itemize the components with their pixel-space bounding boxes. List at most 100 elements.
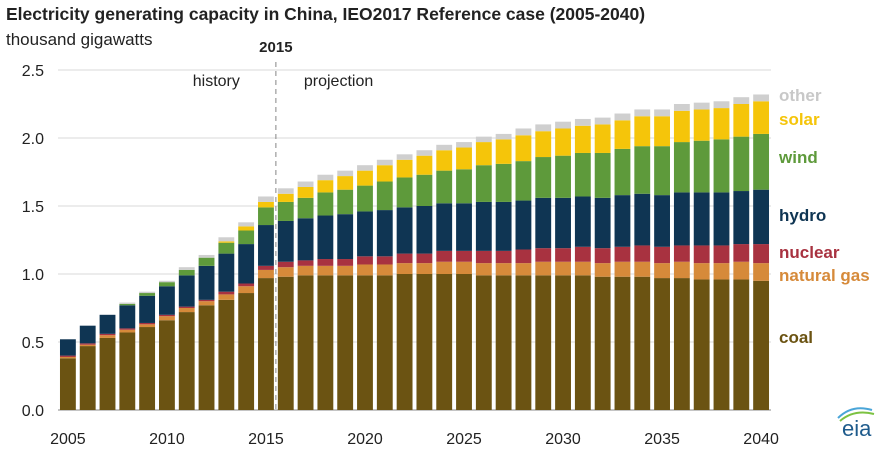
gridlines: [58, 69, 771, 411]
bar-segment-coal: [555, 275, 571, 410]
bar-segment-natural-gas: [337, 265, 354, 276]
bar-segment-other: [376, 159, 393, 166]
bar-segment-nuclear: [436, 250, 453, 262]
bar-segment-hydro: [277, 220, 294, 262]
bar-segment-natural-gas: [456, 261, 472, 274]
bar-segment-solar: [555, 128, 571, 156]
eia-logo: eia: [837, 407, 875, 440]
bar-segment-other: [277, 188, 294, 194]
bar-segment-hydro: [317, 215, 334, 260]
bar-segment-coal: [297, 275, 314, 410]
bar-segment-other: [654, 109, 670, 117]
y-axis-ticks: 0.0 0.5 1.0 1.5 2.0 2.5: [22, 63, 44, 420]
bar-segment-solar: [396, 159, 413, 178]
bar-segment-natural-gas: [634, 261, 651, 277]
bar-segment-coal: [99, 337, 116, 410]
bar-segment-solar: [277, 193, 294, 202]
x-axis-ticks: 2005 2010 2015 2020 2025 2030 2035 2040: [50, 431, 779, 448]
bar-segment-hydro: [614, 195, 631, 247]
bar-segment-wind: [416, 174, 433, 206]
bar-segment-other: [535, 124, 552, 132]
bar-segment-wind: [654, 146, 670, 196]
x-tick-label: 2015: [248, 431, 284, 448]
bar-segment-coal: [119, 332, 136, 410]
bar-segment-wind: [594, 152, 611, 198]
bar-segment-wind: [673, 142, 690, 193]
bar-segment-natural-gas: [357, 264, 373, 276]
bar-segment-hydro: [634, 193, 651, 246]
bar-segment-wind: [693, 140, 710, 193]
bar-segment-coal: [713, 279, 730, 410]
bar-segment-natural-gas: [376, 264, 393, 276]
bar-segment-natural-gas: [79, 344, 96, 347]
bar-segment-coal: [475, 275, 492, 410]
bar-segment-coal: [693, 279, 710, 410]
bar-segment-coal: [456, 274, 472, 410]
bar-segment-natural-gas: [495, 263, 512, 276]
bar-segment-wind: [119, 303, 136, 306]
bar-segment-wind: [337, 189, 354, 215]
bar-segment-wind: [357, 185, 373, 212]
bar-segment-wind: [159, 282, 175, 287]
bar-segment-solar: [456, 147, 472, 170]
bar-segment-hydro: [535, 197, 552, 249]
bar-segment-nuclear: [99, 333, 116, 336]
bar-segment-natural-gas: [436, 261, 453, 274]
bar-segment-coal: [238, 293, 255, 410]
bar-segment-coal: [59, 358, 76, 410]
bar-segment-wind: [555, 155, 571, 198]
legend-label-wind: wind: [778, 148, 818, 167]
bar-segment-hydro: [198, 265, 215, 300]
bar-segment-other: [475, 136, 492, 143]
bar-segment-natural-gas: [654, 263, 670, 279]
bar-segment-hydro: [119, 305, 136, 329]
bar-segment-natural-gas: [258, 269, 274, 279]
bar-segment-solar: [258, 201, 274, 208]
bar-segment-hydro: [178, 275, 195, 307]
bar-segment-hydro: [159, 286, 175, 315]
bar-segment-natural-gas: [198, 301, 215, 306]
bar-segment-coal: [594, 276, 611, 410]
bar-segment-nuclear: [475, 250, 492, 264]
bar-segment-other: [119, 302, 136, 304]
bar-segment-hydro: [258, 225, 274, 266]
history-projection-marker: 2015 history projection: [193, 39, 373, 410]
bar-segment-hydro: [59, 339, 76, 356]
bar-segment-coal: [396, 274, 413, 410]
bar-segment-coal: [416, 274, 433, 410]
x-tick-label: 2035: [644, 431, 680, 448]
bar-segment-natural-gas: [713, 263, 730, 280]
bar-segment-solar: [357, 170, 373, 186]
bar-segment-nuclear: [713, 245, 730, 264]
y-tick-label: 2.5: [22, 63, 44, 80]
bar-segment-natural-gas: [218, 294, 235, 300]
bar-segment-hydro: [475, 201, 492, 251]
bar-segment-natural-gas: [317, 265, 334, 276]
logo-arc2-icon: [839, 411, 875, 422]
bar-segment-wind: [515, 161, 532, 201]
y-tick-label: 0.5: [22, 335, 44, 352]
bar-segment-wind: [574, 152, 591, 197]
bar-segment-solar: [515, 135, 532, 162]
x-tick-label: 2025: [446, 431, 482, 448]
bar-segment-coal: [495, 275, 512, 410]
bar-segment-coal: [614, 276, 631, 410]
bar-segment-wind: [396, 177, 413, 208]
bar-segment-solar: [376, 165, 393, 182]
bar-segment-coal: [733, 279, 750, 410]
bar-segment-wind: [376, 181, 393, 211]
bar-segment-other: [634, 109, 651, 117]
bar-segment-hydro: [733, 191, 750, 245]
bar-segment-nuclear: [535, 248, 552, 262]
bar-segment-nuclear: [258, 265, 274, 270]
legend: other solar wind hydro nuclear natural gas coa…: [778, 86, 870, 347]
bar-segment-coal: [535, 275, 552, 410]
legend-label-other: other: [779, 86, 822, 105]
bar-segment-natural-gas: [574, 261, 591, 276]
bar-segment-natural-gas: [614, 261, 631, 277]
bar-segment-nuclear: [317, 259, 334, 266]
bar-segment-other: [753, 94, 770, 102]
bar-segment-solar: [238, 226, 255, 231]
bar-segment-nuclear: [634, 245, 651, 262]
bar-segment-nuclear: [357, 256, 373, 265]
